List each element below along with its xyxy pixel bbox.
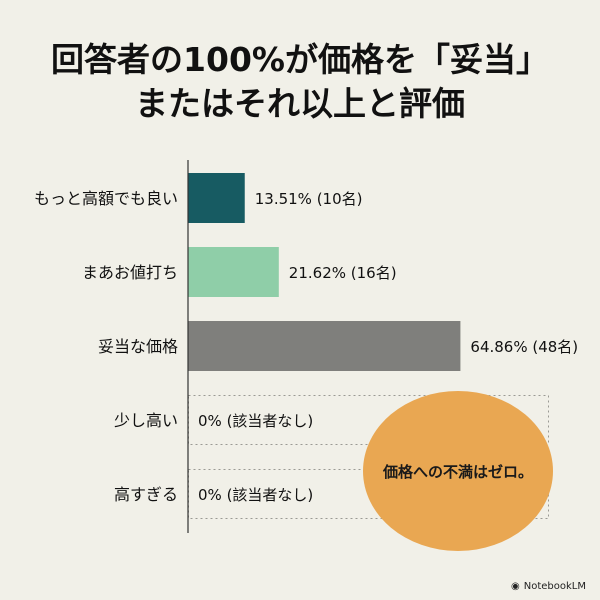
value-label-0: 13.51% (10名): [255, 190, 363, 208]
notebooklm-icon: ◉: [511, 581, 520, 592]
callout-bubble: 価格への不満はゼロ。: [363, 391, 553, 551]
bar-0: [188, 173, 245, 223]
value-label-4: 0% (該当者なし): [198, 486, 313, 504]
chart-title-line1: 回答者の100%が価格を「妥当」: [51, 40, 549, 79]
footer-brand: ◉ NotebookLM: [511, 581, 586, 592]
footer-brand-label: NotebookLM: [523, 581, 586, 592]
bar-2: [188, 321, 461, 371]
chart-title: 回答者の100%が価格を「妥当」 またはそれ以上と評価: [0, 38, 600, 126]
value-label-3: 0% (該当者なし): [198, 412, 313, 430]
category-label-0: もっと高額でも良い: [34, 189, 178, 208]
bar-1: [188, 247, 279, 297]
category-label-4: 高すぎる: [114, 485, 178, 504]
value-label-2: 64.86% (48名): [470, 338, 578, 356]
category-label-2: 妥当な価格: [98, 337, 178, 356]
category-label-1: まあお値打ち: [82, 263, 178, 282]
empty-bar-3: [188, 395, 549, 445]
category-label-3: 少し高い: [114, 411, 178, 430]
callout-text: 価格への不満はゼロ。: [382, 462, 533, 481]
value-label-1: 21.62% (16名): [289, 264, 397, 282]
chart-title-line2: またはそれ以上と評価: [135, 84, 465, 123]
